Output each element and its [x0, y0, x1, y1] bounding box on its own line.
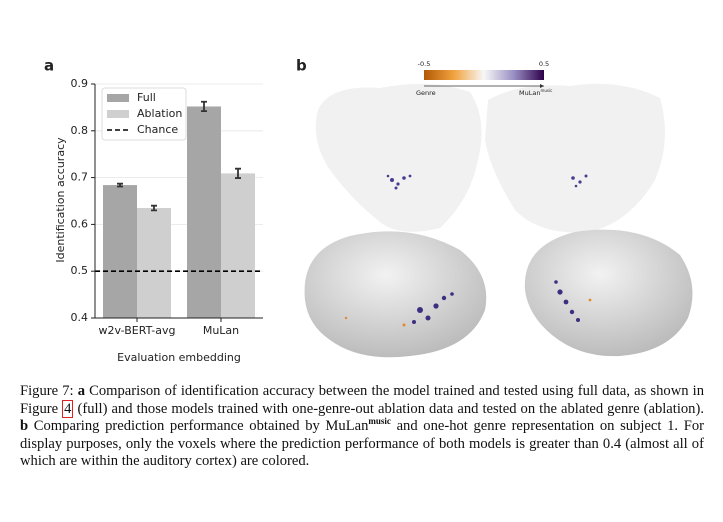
error-bar: [151, 204, 157, 212]
colorbar: [424, 70, 544, 80]
bar: [187, 106, 221, 319]
figure-ref[interactable]: 4: [62, 399, 74, 418]
caption-text: (almost all of which are within the audi…: [20, 435, 704, 470]
caption-bold: b: [20, 418, 29, 435]
label-text: MuLan: [519, 89, 540, 97]
colorbar-label: Genre: [416, 89, 436, 97]
bar: [221, 173, 255, 318]
label-sup: music: [540, 88, 552, 93]
axis-spine: [94, 84, 263, 319]
error-bar: [201, 100, 207, 113]
colorbar-tick-label: -0.5: [418, 60, 431, 68]
caption-sup: music: [368, 416, 391, 427]
legend-label: Full: [137, 91, 156, 104]
legend-label: Chance: [137, 123, 178, 136]
error-bar: [235, 167, 241, 179]
plot-area: 0.4 0.5 0.6 0.7 0.8 0.9 w2v-BERT-avg MuLan Full A…: [71, 77, 263, 337]
y-tick-label: 0.5: [71, 264, 89, 277]
flatmap-left: [315, 83, 482, 232]
panel-label: a: [44, 57, 54, 75]
y-tick-label: 0.7: [71, 171, 89, 184]
bar: [137, 208, 171, 318]
error-bar: [117, 182, 123, 188]
bar: [103, 185, 137, 318]
arrow-head: [540, 84, 544, 88]
legend-swatch: [107, 110, 129, 118]
voxels: [344, 298, 592, 327]
y-tick-label: 0.8: [71, 124, 89, 137]
y-tick-label: 0.4: [71, 311, 89, 324]
legend-swatch: [107, 94, 129, 102]
caption-text: and one-hot genre representation on subj…: [20, 418, 704, 452]
brain-left: [304, 231, 487, 358]
flatmap-right: [485, 83, 665, 233]
caption-text: Comparison of identification accuracy be…: [20, 383, 704, 417]
caption: Figure 7: a Comparison of identification…: [20, 383, 704, 471]
voxels: [386, 174, 588, 190]
brain-right: [524, 229, 693, 357]
colorbar-ticks: -0.5 0.5: [418, 60, 550, 68]
caption-text: Comparing prediction performance obtaine…: [33, 418, 369, 435]
x-axis-label: Evaluation embedding: [117, 351, 241, 364]
y-tick-label: 0.9: [71, 77, 89, 90]
colorbar-label: MuLanmusic: [519, 88, 552, 97]
x-tick-label: w2v-BERT-avg: [98, 324, 175, 337]
caption-number: 0.4: [602, 435, 622, 452]
x-tick-label: MuLan: [203, 324, 239, 337]
colorbar-tick-label: 0.5: [539, 60, 549, 68]
panel-label: b: [296, 57, 307, 75]
caption-bold: a: [77, 383, 85, 399]
figure: a Identification accuracy Evaluation emb…: [44, 57, 693, 364]
voxels: [412, 280, 580, 324]
legend-label: Ablation: [137, 107, 182, 120]
y-tick-label: 0.6: [71, 217, 89, 230]
y-axis-label: Identification accuracy: [54, 137, 67, 263]
fig-label: Figure 7:: [20, 383, 74, 399]
caption-text: (full) and those models trained with one…: [77, 400, 704, 417]
